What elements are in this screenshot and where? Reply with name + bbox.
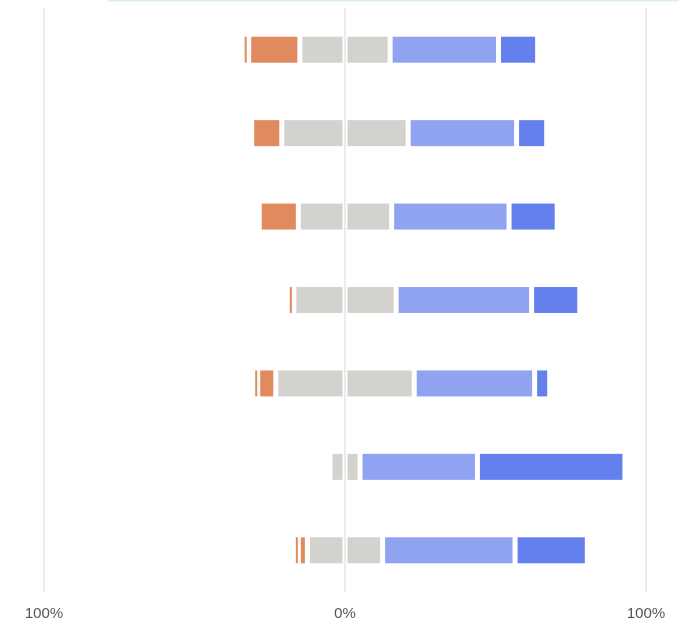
bar-segment bbox=[347, 453, 358, 480]
bar-segment bbox=[347, 287, 394, 313]
bar-segment bbox=[347, 120, 406, 147]
bar-segment bbox=[394, 203, 507, 230]
bar-segment bbox=[410, 120, 515, 147]
bar-segment bbox=[517, 537, 585, 564]
bar-segment bbox=[537, 370, 548, 397]
bar-segment bbox=[296, 287, 343, 313]
bar-segment bbox=[416, 370, 533, 397]
bar-segment bbox=[244, 36, 247, 63]
bar-segment bbox=[309, 537, 343, 564]
bar-segment bbox=[385, 537, 513, 564]
bar-segment bbox=[278, 370, 343, 397]
bar-segment bbox=[362, 453, 475, 480]
x-tick-label: 0% bbox=[334, 605, 356, 622]
bar-segment bbox=[347, 537, 381, 564]
bar-segment bbox=[392, 36, 497, 63]
bar-segment bbox=[511, 203, 555, 230]
bar-segment bbox=[501, 36, 536, 63]
x-tick-label: 100% bbox=[627, 605, 665, 622]
bar-segment bbox=[261, 203, 296, 230]
bar-segment bbox=[534, 287, 578, 313]
x-tick-label: 100% bbox=[25, 605, 63, 622]
bar-segment bbox=[289, 287, 292, 313]
bar-segment bbox=[302, 36, 343, 63]
bar-segment bbox=[347, 203, 390, 230]
bar-segment bbox=[347, 36, 388, 63]
bar-segment bbox=[254, 120, 280, 147]
bar-segment bbox=[479, 453, 623, 480]
bar-segment bbox=[255, 370, 258, 397]
bar-segment bbox=[519, 120, 545, 147]
bar-segment bbox=[300, 203, 343, 230]
bar-segment bbox=[295, 537, 298, 564]
bar-segment bbox=[251, 36, 298, 63]
bar-segment bbox=[300, 537, 305, 564]
bar-segment bbox=[332, 453, 343, 480]
bar-segment bbox=[398, 287, 530, 313]
bar-segment bbox=[284, 120, 343, 147]
bar-segment bbox=[347, 370, 412, 397]
bar-segment bbox=[260, 370, 274, 397]
